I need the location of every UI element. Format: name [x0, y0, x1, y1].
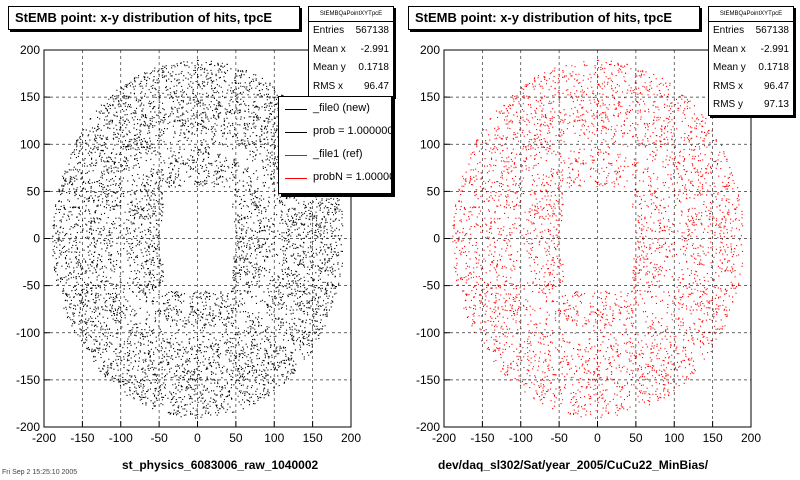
right-stat-rmsx: RMS x 96.47: [713, 80, 789, 92]
right-stats-name: StEMBQaPointXYTpcE: [709, 7, 793, 22]
legend-label-file0: _file0 (new): [313, 102, 370, 114]
left-stat-rmsx: RMS x 96.47: [313, 80, 389, 92]
x-tick-label: -50: [150, 431, 168, 445]
legend-line-prob: [285, 132, 307, 133]
x-tick-label: -200: [32, 431, 56, 445]
left-x-caption: st_physics_6083006_raw_1040002: [122, 458, 319, 472]
y-tick-label: 50: [27, 184, 41, 198]
left-stats-name: StEMBQaPointXYTpcE: [309, 7, 393, 22]
left-stat-entries: Entries 567138: [313, 25, 389, 36]
y-tick-label: 0: [33, 232, 40, 246]
y-tick-label: -150: [416, 373, 440, 387]
y-tick-label: 200: [20, 43, 40, 57]
x-tick-label: 100: [664, 431, 684, 445]
legend: _file0 (new) prob = 1.000000 _file1 (ref…: [278, 96, 392, 194]
x-tick-label: 0: [194, 431, 201, 445]
y-tick-label: 50: [427, 184, 441, 198]
legend-label-probN: probN = 1.000000: [313, 171, 391, 183]
y-tick-label: 150: [20, 90, 40, 104]
grid-lines: [44, 50, 351, 427]
x-tick-label: 200: [741, 431, 761, 445]
footer-timestamp: Fri Sep 2 15:25:10 2005: [2, 469, 78, 476]
x-tick-label: -100: [109, 431, 133, 445]
x-tick-label: 150: [703, 431, 723, 445]
right-stat-meany: Mean y 0.1718: [713, 62, 789, 73]
legend-label-file1: _file1 (ref): [313, 148, 363, 160]
y-tick-label: -100: [16, 326, 40, 340]
legend-label-prob: prob = 1.000000: [313, 125, 392, 137]
y-tick-label: -150: [16, 373, 40, 387]
x-tick-label: -150: [470, 431, 494, 445]
grid-lines: [444, 50, 751, 427]
y-tick-label: -100: [416, 326, 440, 340]
left-plot-title: StEMB point: x-y distribution of hits, t…: [15, 10, 273, 25]
legend-entry-file1: _file1 (ref): [279, 145, 391, 167]
y-tick-label: 100: [20, 137, 40, 151]
right-scatter-plot: -200 -150 -100 -50 0 50 100 150 200 -200 -150 -100 -…: [416, 43, 761, 445]
right-plot-title: StEMB point: x-y distribution of hits, t…: [415, 10, 673, 25]
left-stats-box: StEMBQaPointXYTpcE Entries 567138 Mean x-…: [308, 6, 394, 97]
y-tick-label: -200: [416, 420, 440, 434]
y-tick-label: 100: [420, 137, 440, 151]
right-histogram-panel: -200 -150 -100 -50 0 50 100 150 200 -200 -150 -100 -…: [400, 0, 800, 480]
right-stat-rmsy: RMS y 97.13: [713, 99, 789, 110]
legend-entry-file0: _file0 (new): [279, 99, 391, 121]
left-stat-meanx: Mean x -2.991: [313, 43, 389, 55]
y-tick-label: 150: [420, 90, 440, 104]
y-tick-label: 200: [420, 43, 440, 57]
legend-line-file0: [285, 109, 307, 110]
y-tick-label: -50: [23, 279, 41, 293]
x-tick-label: 100: [264, 431, 284, 445]
right-stats-box: StEMBQaPointXYTpcE Entries 567138 Mean x-…: [708, 6, 794, 116]
x-tick-label: 0: [594, 431, 601, 445]
x-tick-label: -50: [550, 431, 568, 445]
legend-line-file1: [285, 155, 307, 156]
legend-line-probN: [285, 178, 307, 179]
legend-entry-prob: prob = 1.000000: [279, 122, 391, 144]
right-stat-meanx: Mean x -2.991: [713, 43, 789, 55]
x-tick-label: 50: [229, 431, 243, 445]
x-tick-label: 50: [629, 431, 643, 445]
x-tick-label: 150: [303, 431, 323, 445]
right-x-caption: dev/daq_sl302/Sat/year_2005/CuCu22_MinBi…: [438, 458, 709, 472]
left-histogram-panel: -200 -150 -100 -50 0 50 100 150 200 -200 -150 -100 -…: [8, 6, 394, 472]
x-tick-label: -100: [509, 431, 533, 445]
axes: -200 -150 -100 -50 0 50 100 150 200 -200 -150 -100 -…: [416, 43, 761, 445]
x-tick-label: -150: [70, 431, 94, 445]
left-stat-meany: Mean y 0.1718: [313, 62, 389, 73]
y-tick-label: -200: [16, 420, 40, 434]
y-tick-label: -50: [423, 279, 441, 293]
x-tick-label: 200: [341, 431, 361, 445]
axes: -200 -150 -100 -50 0 50 100 150 200 -200 -150 -100 -…: [16, 43, 361, 445]
legend-entry-probN: probN = 1.000000: [279, 168, 391, 190]
y-tick-label: 0: [433, 232, 440, 246]
left-title-box: StEMB point: x-y distribution of hits, t…: [8, 6, 300, 30]
right-title-box: StEMB point: x-y distribution of hits, t…: [408, 6, 700, 30]
right-stat-entries: Entries 567138: [713, 25, 789, 36]
x-tick-label: -200: [432, 431, 456, 445]
